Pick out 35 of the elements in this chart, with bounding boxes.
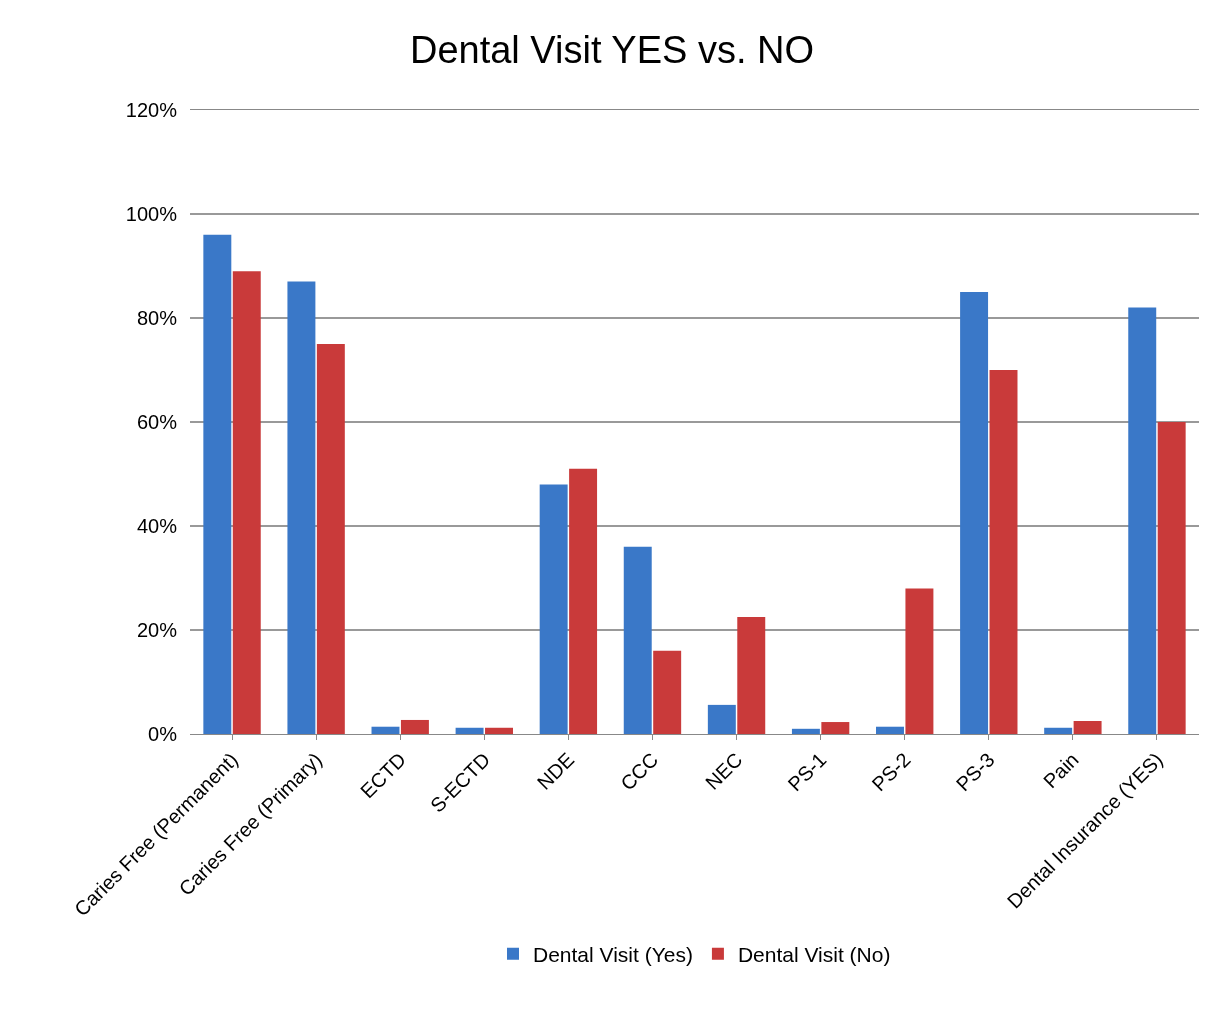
bar xyxy=(400,719,429,734)
y-tick-label: 100% xyxy=(125,203,178,225)
bar xyxy=(287,281,316,734)
bar xyxy=(653,650,682,734)
bar xyxy=(737,617,766,734)
bar xyxy=(316,344,345,734)
bar xyxy=(623,546,652,734)
y-tick-label: 60% xyxy=(136,411,178,433)
bar xyxy=(1157,422,1186,734)
y-tick-label: 40% xyxy=(136,515,178,537)
bar xyxy=(455,727,484,734)
bar xyxy=(232,271,261,734)
bar xyxy=(203,234,232,734)
y-tick-label: 0% xyxy=(148,723,178,745)
bar xyxy=(1073,721,1102,734)
legend-label: Dental Visit (Yes) xyxy=(533,943,693,967)
bar xyxy=(876,726,904,734)
bar xyxy=(371,726,400,734)
chart-title: Dental Visit YES vs. NO xyxy=(409,28,815,71)
bar xyxy=(960,292,989,734)
bar xyxy=(569,468,598,734)
bar xyxy=(539,484,568,734)
bar xyxy=(905,588,934,734)
bar xyxy=(791,728,820,734)
x-tick-label: Pain xyxy=(1038,748,1083,793)
bar xyxy=(485,727,513,734)
y-tick-label: 120% xyxy=(125,99,178,121)
legend-label: Dental Visit (No) xyxy=(737,943,891,967)
bar xyxy=(821,722,850,734)
y-tick-label: 80% xyxy=(136,307,178,329)
bar xyxy=(1128,307,1157,734)
bar xyxy=(989,370,1018,734)
y-tick-label: 20% xyxy=(136,619,178,641)
bar xyxy=(1044,727,1073,734)
bar xyxy=(707,704,736,734)
